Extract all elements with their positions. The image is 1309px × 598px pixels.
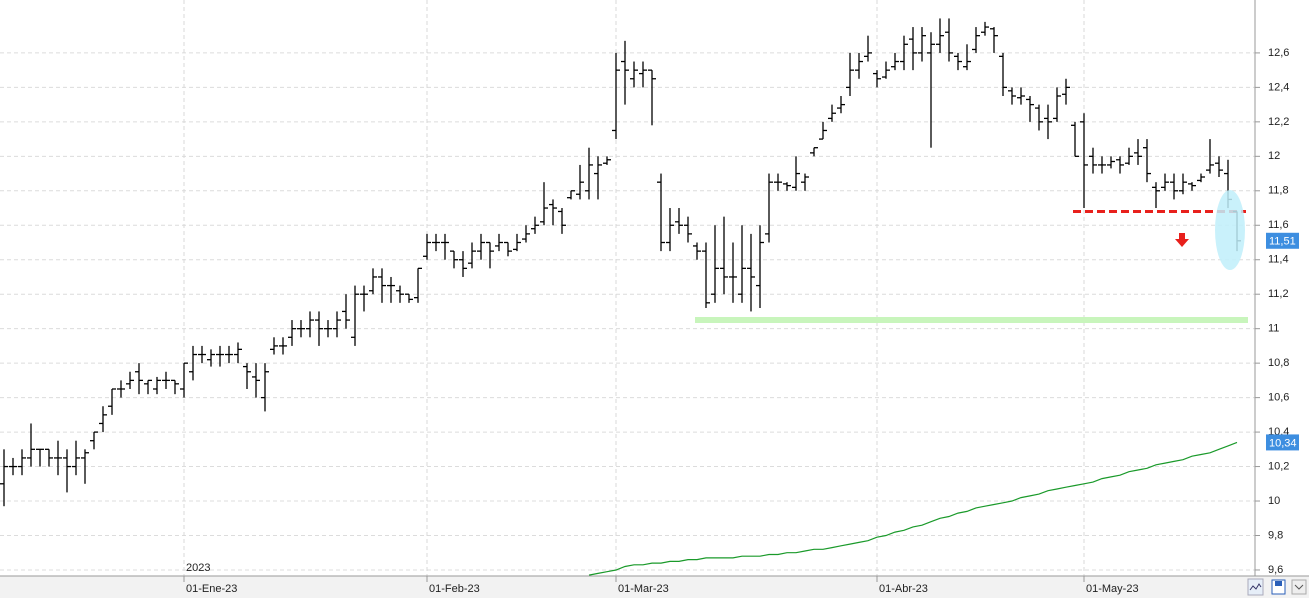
price-tag: [1266, 434, 1299, 451]
down-arrow: [1175, 233, 1189, 247]
x-tick-label: 01-Ene-23: [186, 583, 237, 595]
y-tick-label: 12: [1268, 150, 1280, 162]
price-tag: [1266, 232, 1299, 249]
y-tick-label: 12,6: [1268, 47, 1289, 59]
y-tick-label: 12,4: [1268, 81, 1289, 93]
x-tick-label: 01-Abr-23: [879, 583, 928, 595]
highlight-ellipse: [1215, 190, 1245, 270]
y-tick-label: 10,8: [1268, 357, 1289, 369]
x-tick-label: 01-May-23: [1086, 583, 1139, 595]
price-tag-label: 11,51: [1269, 236, 1296, 248]
x-axis-band: [0, 576, 1309, 598]
y-tick-label: 9,6: [1268, 564, 1283, 576]
y-tick-label: 11: [1268, 323, 1279, 335]
moving-average-line: [588, 441, 1238, 576]
y-tick-label: 10: [1268, 495, 1280, 507]
menu-icon[interactable]: [1291, 579, 1307, 595]
y-tick-label: 11,6: [1268, 219, 1289, 231]
plot-area: [0, 0, 1255, 576]
year-label: 2023: [186, 562, 210, 574]
y-tick-label: 10,6: [1268, 392, 1289, 404]
chart-icon-glyph: [1249, 583, 1262, 591]
y-tick-label: 11,4: [1268, 254, 1289, 266]
menu-icon-glyph: [1294, 584, 1304, 590]
y-tick-label: 11,8: [1268, 185, 1289, 197]
y-tick-label: 11,2: [1268, 288, 1289, 300]
y-tick-label: 12,2: [1268, 116, 1289, 128]
y-axis-band: [1255, 0, 1309, 576]
y-tick-label: 10,2: [1268, 460, 1289, 472]
save-icon-glyph: [1275, 581, 1282, 586]
x-tick-label: 01-Mar-23: [618, 583, 669, 595]
y-tick-label: 9,8: [1268, 529, 1283, 541]
x-tick-label: 01-Feb-23: [429, 583, 480, 595]
chart-icon[interactable]: [1247, 578, 1264, 596]
price-tag-label: 10,34: [1269, 437, 1297, 449]
